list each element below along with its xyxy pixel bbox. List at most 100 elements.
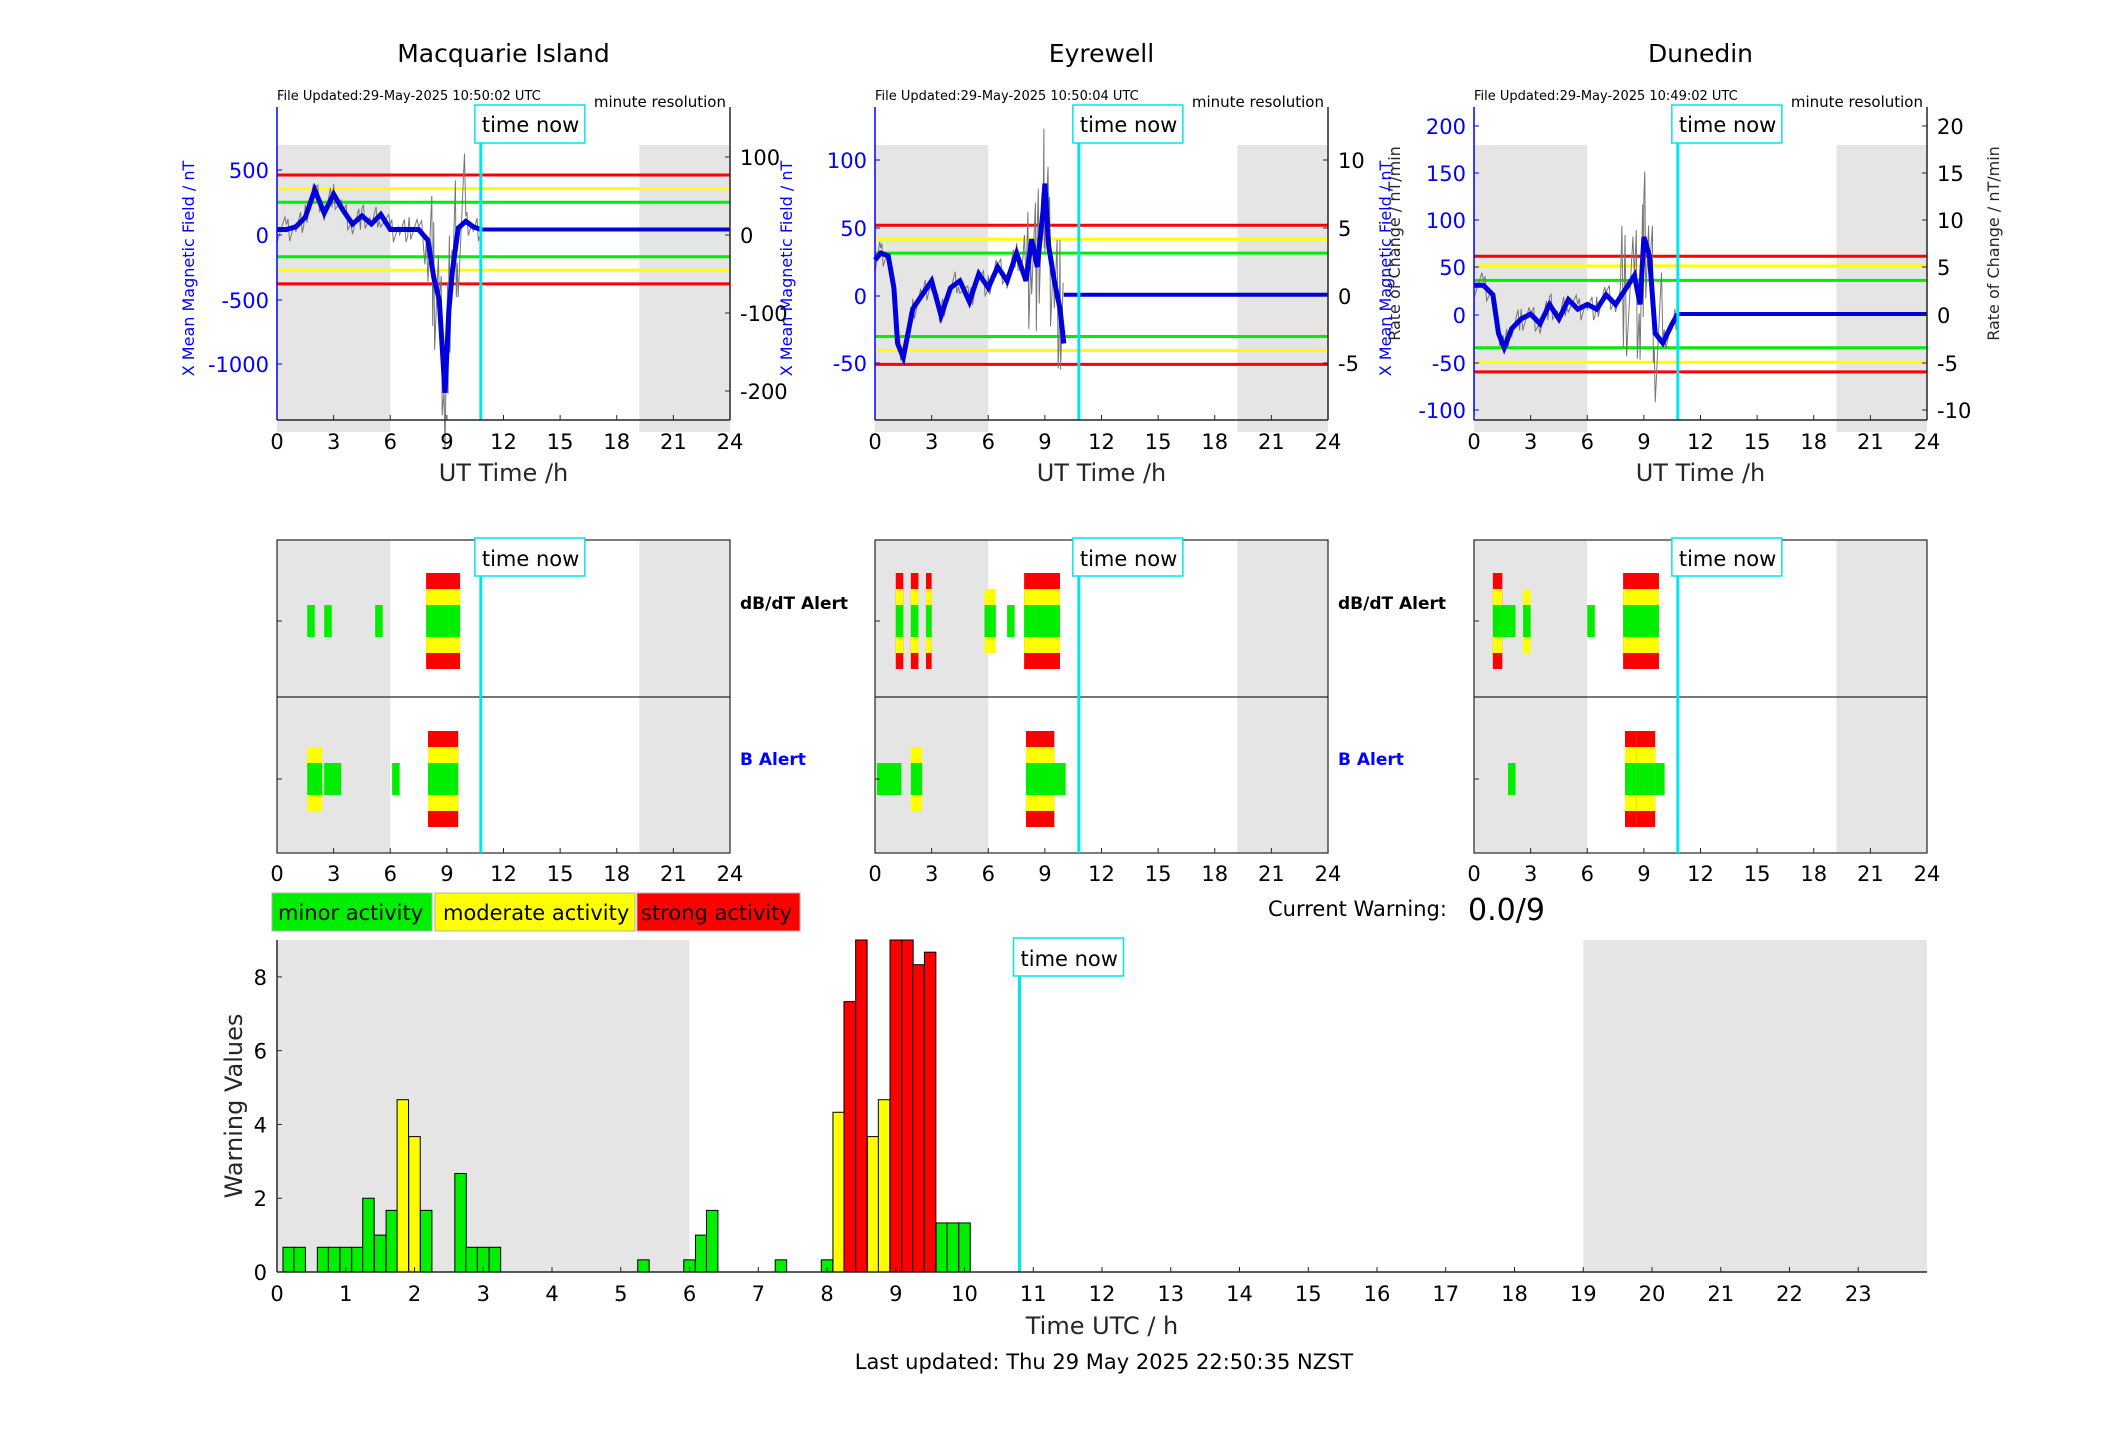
- alert-block-minor: [1523, 605, 1531, 637]
- y-tick-label: 6: [254, 1040, 267, 1064]
- x-tick-label: 6: [982, 430, 995, 454]
- x-tick-label: 12: [1088, 862, 1115, 886]
- x-tick-label: 15: [1145, 862, 1172, 886]
- x-tick-label: 9: [889, 1282, 902, 1306]
- magnetic-field-line: [277, 182, 482, 393]
- current-warning-label: Current Warning:: [1268, 897, 1447, 921]
- legend-label-strong: strong activity: [641, 901, 792, 925]
- y-tick-label: 2: [254, 1187, 267, 1211]
- right-y-axis-label: Rate of Change / nT/min: [1385, 146, 1404, 341]
- legend-swatch-minor: [271, 892, 433, 932]
- right-y-tick-label: 5: [1937, 256, 1950, 280]
- x-tick-label: 14: [1226, 1282, 1253, 1306]
- warning-bar: [866, 1136, 880, 1273]
- time-now-label: time now: [1021, 947, 1118, 971]
- x-axis-label: Time UTC / h: [1025, 1312, 1179, 1340]
- activity-legend: minor activity moderate activity strong …: [271, 892, 801, 932]
- night-shade-right: [1836, 145, 1927, 432]
- night-shade-right: [1237, 145, 1328, 432]
- x-tick-label: 15: [547, 430, 574, 454]
- x-tick-label: 22: [1776, 1282, 1803, 1306]
- right-y-tick-label: -100: [740, 302, 788, 326]
- left-y-tick-label: 50: [840, 217, 867, 241]
- x-tick-label: 18: [1201, 430, 1228, 454]
- alert-panel-2: time now 0 3 6 9 12 15 18 21 24: [1467, 537, 1940, 886]
- right-y-tick-label: 10: [1338, 149, 1365, 173]
- x-tick-label: 16: [1364, 1282, 1391, 1306]
- legend-label-minor: minor activity: [278, 901, 423, 925]
- time-now-box: [1072, 537, 1184, 577]
- alert-block-minor: [324, 605, 332, 637]
- right-y-tick-label: -5: [1937, 352, 1958, 376]
- x-tick-label: 0: [270, 1282, 283, 1306]
- y-tick-label: 0: [254, 1261, 267, 1285]
- x-tick-label: 12: [490, 430, 517, 454]
- night-shade-right: [639, 145, 730, 432]
- x-tick-label: 3: [925, 862, 938, 886]
- right-y-tick-label: 0: [1937, 304, 1950, 328]
- left-y-tick-label: -50: [1432, 352, 1466, 376]
- left-y-tick-label: 150: [1426, 162, 1466, 186]
- warning-bar: [396, 1099, 410, 1273]
- alert-block-minor: [1007, 605, 1015, 637]
- legend-label-moderate: moderate activity: [443, 901, 629, 925]
- dbdt-alert-label: dB/dT Alert: [740, 594, 848, 614]
- warning-bar: [454, 1173, 467, 1273]
- x-tick-label: 19: [1570, 1282, 1597, 1306]
- warning-bar: [958, 1222, 971, 1273]
- warning-bar: [373, 1234, 387, 1273]
- right-y-tick-label: 20: [1937, 115, 1964, 139]
- warning-bar: [488, 1246, 502, 1273]
- x-tick-label: 10: [951, 1282, 978, 1306]
- right-y-tick-label: -5: [1338, 352, 1359, 376]
- x-tick-label: 0: [270, 862, 283, 886]
- left-y-tick-label: 100: [1426, 209, 1466, 233]
- alert-block-minor: [1492, 605, 1503, 637]
- alert-block-minor: [910, 763, 923, 795]
- alert-block-minor: [876, 763, 902, 795]
- warning-bar: [912, 964, 925, 1273]
- alert-block-minor: [324, 763, 342, 795]
- x-tick-label: 3: [327, 862, 340, 886]
- x-tick-label: 18: [603, 430, 630, 454]
- x-tick-label: 21: [1707, 1282, 1734, 1306]
- x-tick-label: 1: [339, 1282, 352, 1306]
- x-tick-label: 24: [1315, 430, 1342, 454]
- x-tick-label: 9: [1637, 430, 1650, 454]
- x-tick-label: 11: [1020, 1282, 1047, 1306]
- left-y-tick-label: 500: [229, 159, 269, 183]
- x-tick-label: 15: [1295, 1282, 1322, 1306]
- time-now-label: time now: [1679, 547, 1776, 571]
- alert-block-minor: [1026, 763, 1055, 795]
- alert-block-minor: [307, 763, 323, 795]
- x-tick-label: 24: [1914, 430, 1941, 454]
- warning-bar: [351, 1246, 364, 1273]
- alert-panel-1: time now 0 3 6 9 12 15 18 21 24 dB/dT Alert B Alert: [868, 537, 1446, 886]
- warning-bar: [843, 1001, 856, 1273]
- x-tick-label: 9: [1038, 430, 1051, 454]
- warning-bar: [293, 1246, 306, 1273]
- night-shade-left: [1474, 145, 1588, 432]
- file-updated-text: File Updated:29-May-2025 10:50:02 UTC: [277, 89, 541, 104]
- alert-block-minor: [307, 605, 315, 637]
- alert-block-minor: [426, 605, 461, 637]
- x-tick-label: 12: [1687, 862, 1714, 886]
- x-tick-label: 2: [408, 1282, 421, 1306]
- right-y-axis-label: Rate of Change / nT/min: [1984, 146, 2003, 341]
- station-title: Macquarie Island: [397, 39, 610, 68]
- x-tick-label: 21: [660, 430, 687, 454]
- right-y-tick-label: 15: [1937, 162, 1964, 186]
- warning-bar: [901, 939, 914, 1273]
- alert-block-minor: [925, 605, 932, 637]
- station-title: Dunedin: [1648, 39, 1753, 68]
- magnetic-field-line: [1474, 236, 1680, 355]
- right-y-tick-label: 0: [1338, 285, 1351, 309]
- warning-bar: [385, 1209, 399, 1273]
- warning-bar: [889, 939, 902, 1273]
- alert-block-minor: [895, 605, 904, 637]
- alert-panel-0: time now 0 3 6 9 12 15 18 21 24 dB/dT Alert B Alert: [270, 537, 848, 886]
- left-y-tick-label: 0: [1453, 304, 1466, 328]
- x-tick-label: 6: [683, 1282, 696, 1306]
- x-tick-label: 7: [752, 1282, 765, 1306]
